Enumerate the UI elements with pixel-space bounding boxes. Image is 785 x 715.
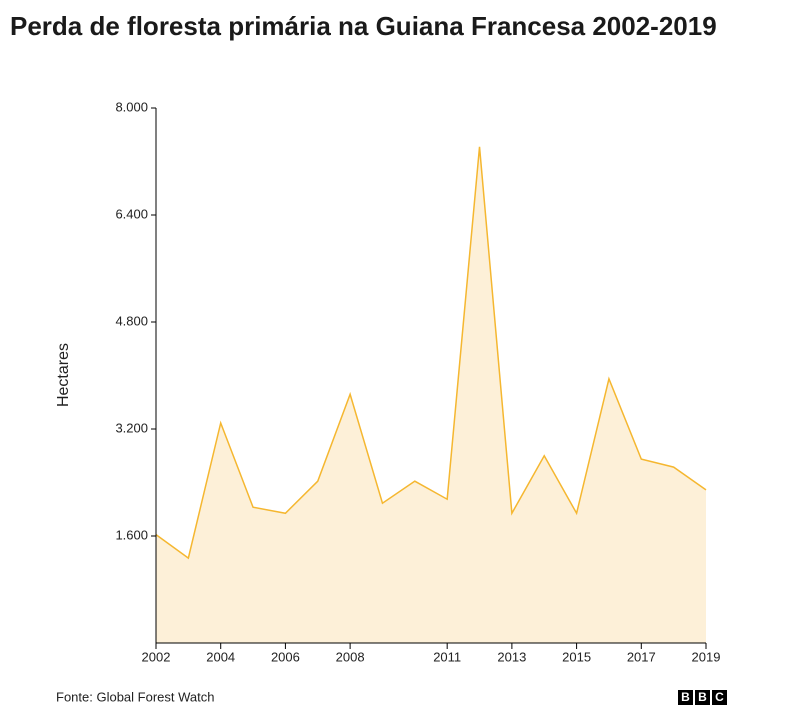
y-tick-label: 6.400: [115, 206, 148, 221]
x-tick-label: 2002: [142, 649, 171, 664]
y-tick-label: 4.800: [115, 313, 148, 328]
x-tick-label: 2011: [433, 649, 461, 664]
x-tick-label: 2013: [497, 649, 526, 664]
source: Fonte: Global Forest Watch: [56, 689, 214, 704]
y-tick-label: 1.600: [115, 527, 148, 542]
x-tick-label: 2019: [692, 649, 721, 664]
chart-title: Perda de floresta primária na Guiana Fra…: [10, 11, 717, 41]
x-tick-label: 2006: [271, 649, 300, 664]
x-tick-label: 2015: [562, 649, 591, 664]
logo-letter: B: [681, 690, 690, 704]
x-tick-label: 2008: [336, 649, 365, 664]
x-tick-label: 2004: [206, 649, 235, 664]
logo-box: [712, 690, 727, 705]
logo-letter: B: [698, 690, 707, 704]
y-axis-label: Hectares: [55, 343, 72, 407]
y-tick-label: 8.000: [115, 99, 148, 114]
logo-box: [678, 690, 693, 705]
x-tick-label: 2017: [627, 649, 656, 664]
y-tick-label: 3.200: [115, 420, 148, 435]
line: [155, 146, 707, 560]
area-fill: [156, 146, 706, 643]
logo-letter: C: [715, 690, 724, 704]
logo-box: [695, 690, 710, 705]
